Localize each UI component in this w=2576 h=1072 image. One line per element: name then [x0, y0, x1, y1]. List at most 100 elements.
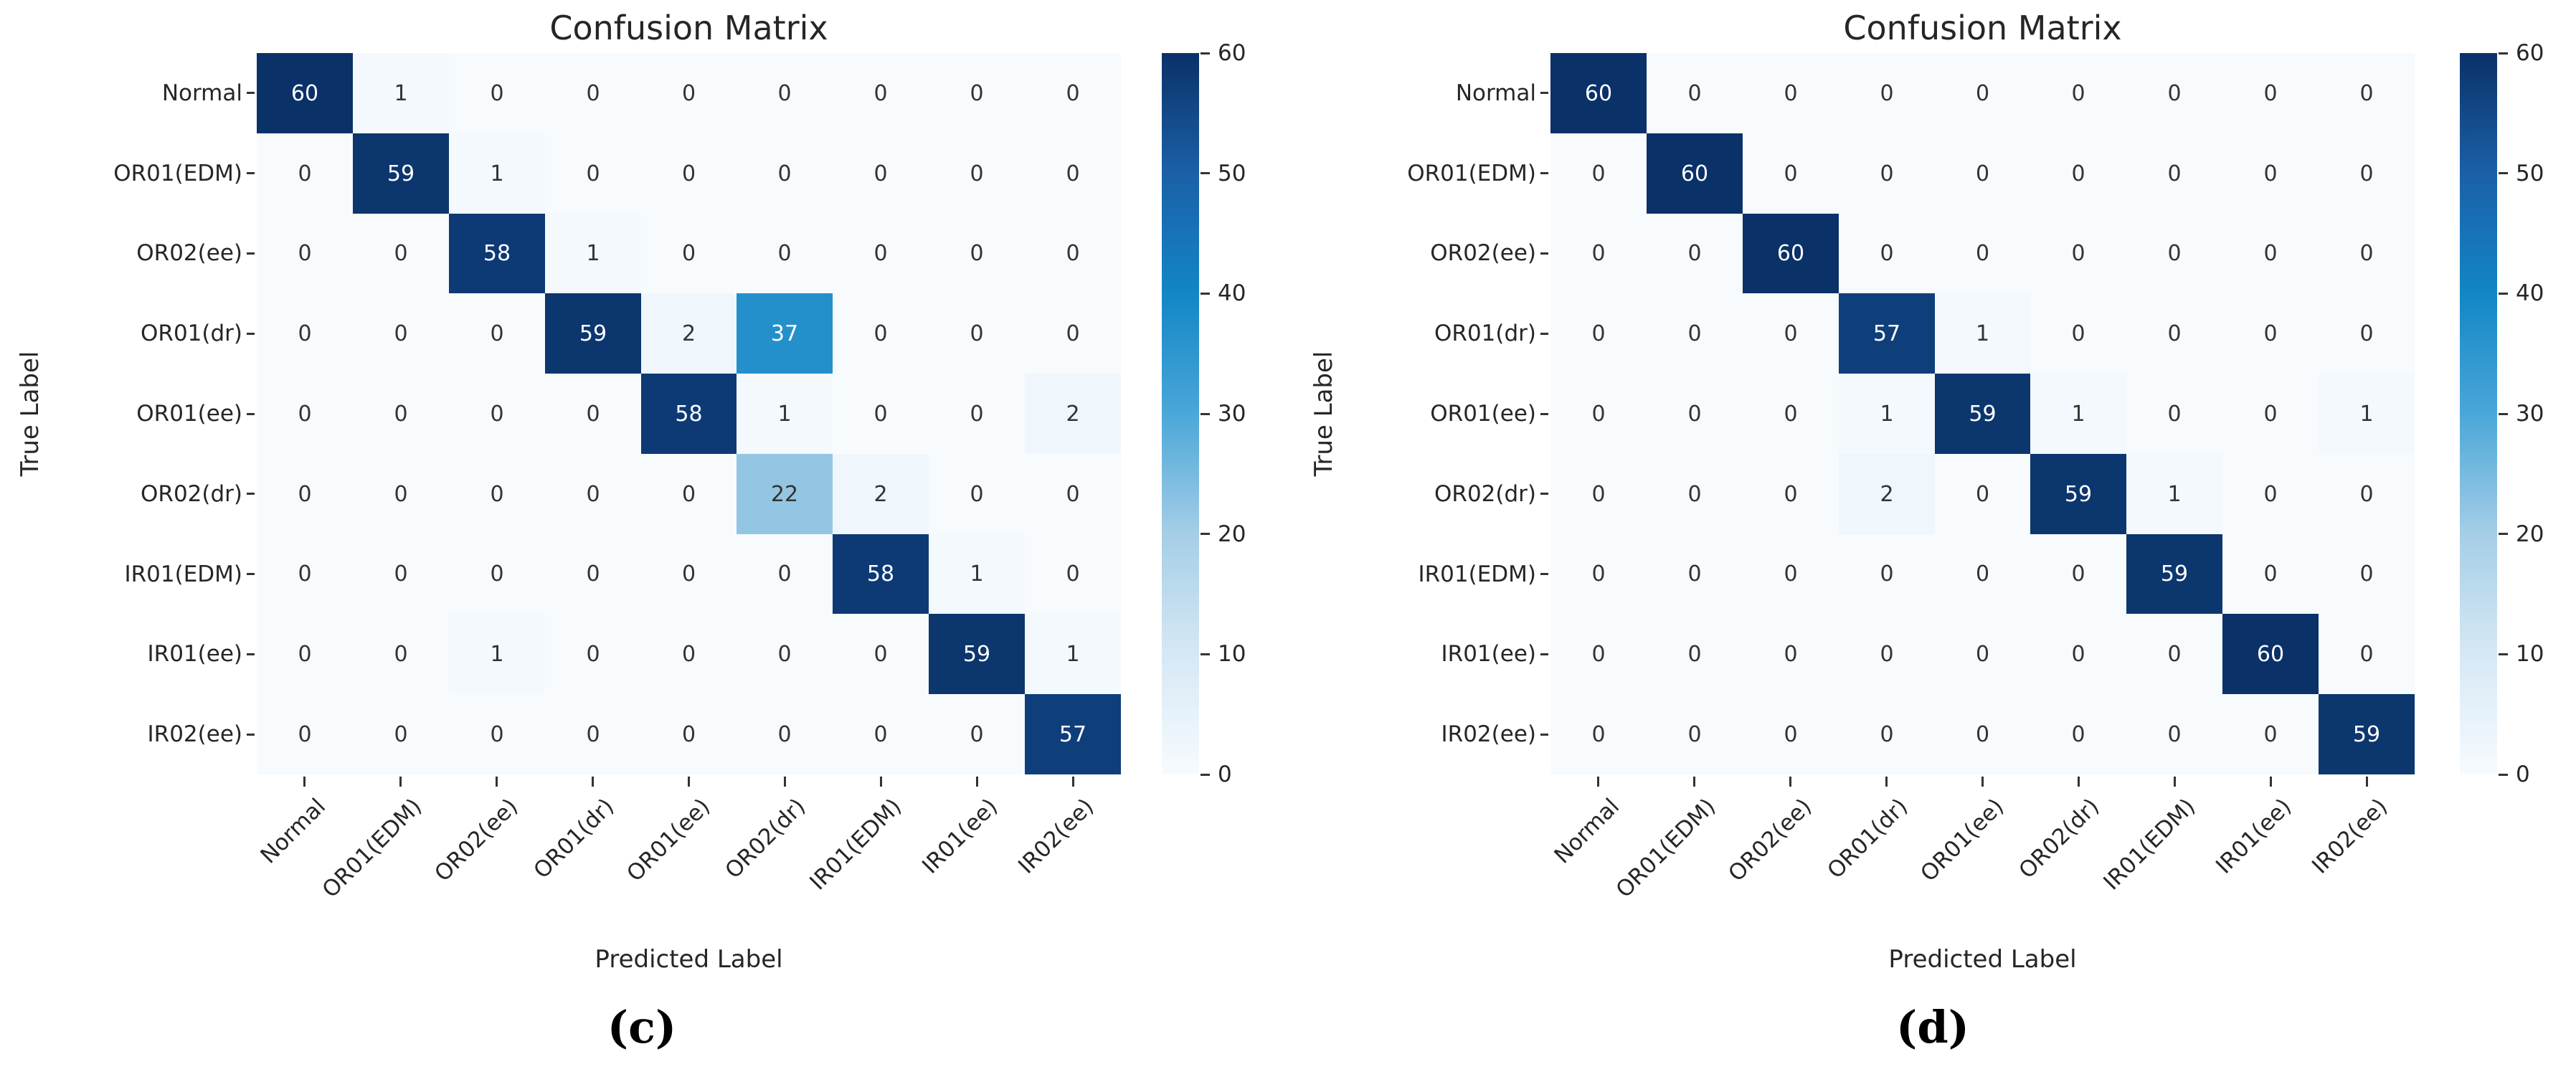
heatmap-cell: 0: [1550, 293, 1647, 374]
y-tick-mark: [1540, 412, 1548, 415]
heatmap-cell: 0: [2222, 374, 2319, 454]
heatmap-cell: 60: [257, 53, 353, 133]
heatmap-cell: 0: [1025, 53, 1121, 133]
heatmap-cell: 0: [1839, 53, 1935, 133]
heatmap-cell: 57: [1839, 293, 1935, 374]
heatmap-cell: 0: [2126, 614, 2222, 694]
cell-value: 0: [394, 401, 408, 427]
colorbar-tick-mark: [2499, 52, 2508, 54]
x-tick-label: IR01(EDM): [805, 793, 907, 896]
heatmap-cell: 58: [833, 534, 929, 614]
heatmap-cell: 0: [545, 694, 641, 774]
cell-value: 0: [1784, 561, 1798, 587]
heatmap-cell: 2: [1839, 454, 1935, 534]
colorbar-tick-label: 60: [1218, 40, 1246, 66]
heatmap-cell: 0: [1550, 214, 1647, 293]
cell-value: 0: [2359, 321, 2374, 346]
x-axis-label: Predicted Label: [595, 945, 783, 974]
x-tick-label: OR01(EDM): [1611, 793, 1720, 903]
heatmap-cell: 1: [449, 614, 545, 694]
heatmap-cell: 1: [353, 53, 449, 133]
cell-value: 0: [2263, 401, 2278, 427]
cell-value: 0: [1591, 561, 1606, 587]
colorbar-tick-label: 50: [1218, 160, 1246, 186]
cell-value: 0: [1066, 161, 1080, 186]
colorbar-tick-mark: [1201, 292, 1210, 295]
heatmap-cell: 2: [1025, 374, 1121, 454]
cell-value: 1: [970, 561, 984, 587]
cell-value: 0: [298, 401, 312, 427]
heatmap-cell: 0: [1025, 454, 1121, 534]
plot-title: Confusion Matrix: [549, 9, 828, 47]
heatmap-cell: 60: [1550, 53, 1647, 133]
cell-value: 0: [1784, 721, 1798, 747]
y-tick-label: IR01(EDM): [124, 561, 242, 587]
heatmap-cell: 0: [641, 214, 737, 293]
heatmap-cell: 0: [1550, 133, 1647, 214]
x-tick-label: IR02(ee): [1013, 793, 1099, 879]
heatmap-cell: 0: [1743, 454, 1839, 534]
cell-value: 0: [873, 241, 888, 266]
cell-value: 0: [586, 80, 600, 106]
x-tick-label: OR02(ee): [429, 793, 523, 887]
heatmap-cell: 0: [2030, 534, 2126, 614]
cell-value: 0: [1066, 561, 1080, 587]
heatmap-cell: 0: [1839, 614, 1935, 694]
heatmap-cell: 0: [545, 614, 641, 694]
cell-value: 0: [1687, 641, 1702, 667]
cell-value: 0: [681, 161, 696, 186]
cell-value: 0: [873, 80, 888, 106]
cell-value: 0: [298, 321, 312, 346]
cell-value: 0: [2263, 721, 2278, 747]
cell-value: 0: [490, 481, 504, 507]
x-tick-mark: [879, 777, 882, 787]
cell-value: 0: [586, 721, 600, 747]
heatmap-cell: 0: [2126, 53, 2222, 133]
heatmap-cell: 0: [1935, 214, 2030, 293]
cell-value: 0: [873, 401, 888, 427]
x-tick-label: OR02(ee): [1723, 793, 1817, 887]
heatmap-cell: 0: [1647, 614, 1743, 694]
cell-value: 0: [1975, 80, 1990, 106]
colorbar-tick-label: 10: [1218, 641, 1246, 668]
cell-value: 0: [1880, 241, 1894, 266]
heatmap-cell: 57: [1025, 694, 1121, 774]
cell-value: 0: [298, 161, 312, 186]
cell-value: 2: [1066, 401, 1080, 427]
cell-value: 0: [2167, 721, 2182, 747]
cell-value: 0: [1687, 561, 1702, 587]
cell-value: 1: [777, 401, 792, 427]
cell-value: 0: [777, 241, 792, 266]
cell-value: 0: [1975, 721, 1990, 747]
heatmap-cell: 0: [2222, 534, 2319, 614]
heatmap-cell: 0: [257, 374, 353, 454]
heatmap-cell: 0: [1743, 534, 1839, 614]
x-axis-label: Predicted Label: [1888, 945, 2077, 974]
y-tick-mark: [247, 252, 255, 255]
x-tick-mark: [592, 777, 595, 787]
cell-value: 0: [1591, 161, 1606, 186]
cell-value: 58: [866, 561, 895, 587]
heatmap-cell: 0: [545, 53, 641, 133]
panel-d: Confusion Matrix 60 0 0 0 0 0 0 0 0 0 60 0 0 0 0 0 0 0 0 0 6…: [1288, 0, 2576, 1072]
cell-value: 0: [681, 241, 696, 266]
y-tick-mark: [1540, 653, 1548, 655]
heatmap-cell: 0: [1935, 133, 2030, 214]
cell-value: 2: [1880, 481, 1894, 507]
cell-value: 0: [777, 561, 792, 587]
cell-value: 0: [1975, 481, 1990, 507]
y-tick-label: OR01(dr): [1434, 321, 1536, 347]
heatmap-cell: 0: [2222, 454, 2319, 534]
x-tick-label: OR01(dr): [528, 793, 619, 884]
heatmap-cell: 0: [1743, 53, 1839, 133]
heatmap-cell: 1: [2126, 454, 2222, 534]
heatmap-cell: 0: [1550, 694, 1647, 774]
cell-value: 60: [1680, 161, 1709, 186]
cell-value: 0: [298, 641, 312, 667]
heatmap-cell: 60: [2222, 614, 2319, 694]
x-tick-label: IR01(EDM): [2098, 793, 2201, 896]
cell-value: 0: [1591, 481, 1606, 507]
heatmap-cell: 0: [1743, 133, 1839, 214]
heatmap-cell: 0: [257, 133, 353, 214]
colorbar-tick-mark: [1201, 773, 1210, 776]
